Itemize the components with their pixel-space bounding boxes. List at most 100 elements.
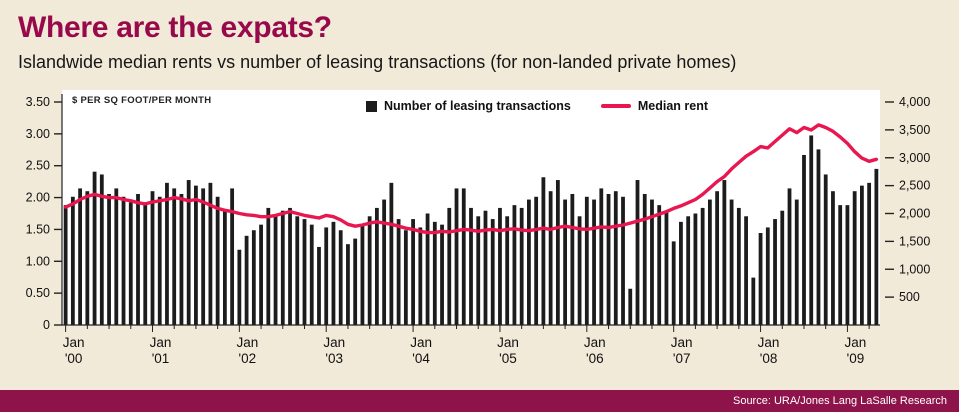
svg-text:'09: '09 <box>847 351 865 366</box>
transactions-bar <box>317 246 321 325</box>
transactions-bar <box>107 193 111 325</box>
transactions-bar <box>577 216 582 325</box>
transactions-bar <box>194 185 198 326</box>
transactions-bar <box>273 216 278 325</box>
transactions-bar <box>679 221 683 325</box>
transactions-bar <box>642 193 647 325</box>
transactions-bar <box>237 249 242 325</box>
source-text: Source: URA/Jones Lang LaSalle Research <box>732 395 947 407</box>
svg-text:3.50: 3.50 <box>26 95 50 109</box>
svg-text:500: 500 <box>899 290 920 304</box>
svg-text:2,000: 2,000 <box>899 207 930 221</box>
transactions-bar <box>874 168 879 325</box>
svg-text:'02: '02 <box>239 351 257 366</box>
legend-label-median-rent: Median rent <box>637 99 709 113</box>
transactions-bar <box>389 182 394 325</box>
bar-swatch-icon <box>366 100 377 112</box>
legend-item-median-rent: Median rent <box>600 99 709 113</box>
transactions-bar <box>657 205 662 325</box>
transactions-bar <box>548 191 553 325</box>
page-title: Where are the expats? <box>18 11 332 44</box>
transactions-bar <box>570 193 575 325</box>
transactions-bar <box>498 207 502 325</box>
transactions-bar <box>765 227 770 325</box>
transactions-bar <box>411 219 415 325</box>
svg-text:2.00: 2.00 <box>26 191 50 205</box>
transactions-bar <box>469 207 473 325</box>
transactions-bar <box>121 196 126 325</box>
transactions-bar <box>751 277 756 325</box>
svg-text:Jan: Jan <box>671 335 693 350</box>
transactions-bar <box>483 210 488 325</box>
transactions-bar <box>700 207 705 325</box>
transactions-bar <box>353 238 358 325</box>
transactions-bar <box>476 216 481 325</box>
transactions-bar <box>787 188 792 325</box>
transactions-bar <box>432 221 437 325</box>
transactions-bar <box>230 188 235 325</box>
transactions-bar <box>563 199 568 325</box>
transactions-bar <box>860 185 864 326</box>
transactions-bar <box>244 235 249 325</box>
transactions-bar <box>794 199 799 325</box>
legend-label-transactions: Number of leasing transactions <box>384 99 571 113</box>
transactions-bar <box>92 171 97 325</box>
chart-area: 3.50 3.00 2.50 2.00 1.50 1.00 0.50 0 4,000 3,500 3… <box>0 88 959 390</box>
transactions-bar <box>852 191 857 325</box>
transactions-bar <box>251 230 256 325</box>
transactions-bar <box>823 174 828 325</box>
transactions-bar <box>621 196 625 325</box>
transactions-bar <box>403 230 408 325</box>
transactions-bar <box>635 180 640 325</box>
transactions-bar <box>172 188 177 325</box>
transactions-bar <box>780 210 785 325</box>
svg-text:'07: '07 <box>673 351 691 366</box>
transactions-bar <box>382 199 387 325</box>
transactions-bar <box>831 191 835 325</box>
svg-text:3,500: 3,500 <box>899 123 930 137</box>
transactions-bar <box>338 230 343 325</box>
svg-text:'06: '06 <box>586 351 604 366</box>
transactions-bar <box>165 182 169 325</box>
transactions-bar <box>664 210 669 325</box>
transactions-bar <box>150 191 155 325</box>
transactions-bar <box>512 205 517 325</box>
transactions-bar <box>128 202 133 325</box>
transactions-bar <box>816 149 821 325</box>
transactions-bar <box>736 207 741 325</box>
transactions-bar <box>85 191 90 325</box>
transactions-bar <box>845 205 850 325</box>
line-swatch-icon <box>600 103 631 109</box>
transactions-bar <box>454 188 459 325</box>
transactions-bar <box>396 219 401 325</box>
transactions-bar <box>541 177 546 325</box>
transactions-bar <box>222 210 227 325</box>
svg-text:2.50: 2.50 <box>26 159 50 173</box>
transactions-bar <box>302 219 307 325</box>
transactions-bar <box>519 207 524 325</box>
transactions-bar <box>671 241 676 326</box>
transactions-bar <box>599 188 604 325</box>
svg-text:Jan: Jan <box>497 335 519 350</box>
svg-text:Jan: Jan <box>150 335 172 350</box>
transactions-bar <box>331 221 336 325</box>
transactions-bar <box>584 196 589 325</box>
svg-text:0.50: 0.50 <box>26 286 50 300</box>
transactions-bar <box>461 188 466 325</box>
transactions-bar <box>78 188 82 325</box>
transactions-bar <box>628 288 633 325</box>
transactions-bar <box>367 216 372 325</box>
transactions-bar <box>838 205 843 325</box>
svg-text:1.50: 1.50 <box>26 222 50 236</box>
transactions-bar <box>418 227 423 325</box>
transactions-bar <box>259 224 263 325</box>
svg-text:1,000: 1,000 <box>899 262 930 276</box>
transactions-bar <box>215 196 220 325</box>
transactions-bar <box>440 224 444 325</box>
svg-text:Jan: Jan <box>323 335 345 350</box>
combo-chart: 3.50 3.00 2.50 2.00 1.50 1.00 0.50 0 4,000 3,500 3… <box>26 90 930 366</box>
svg-text:3,000: 3,000 <box>899 151 930 165</box>
svg-text:Jan: Jan <box>63 335 85 350</box>
svg-text:'05: '05 <box>499 351 517 366</box>
transactions-bar <box>360 224 365 325</box>
